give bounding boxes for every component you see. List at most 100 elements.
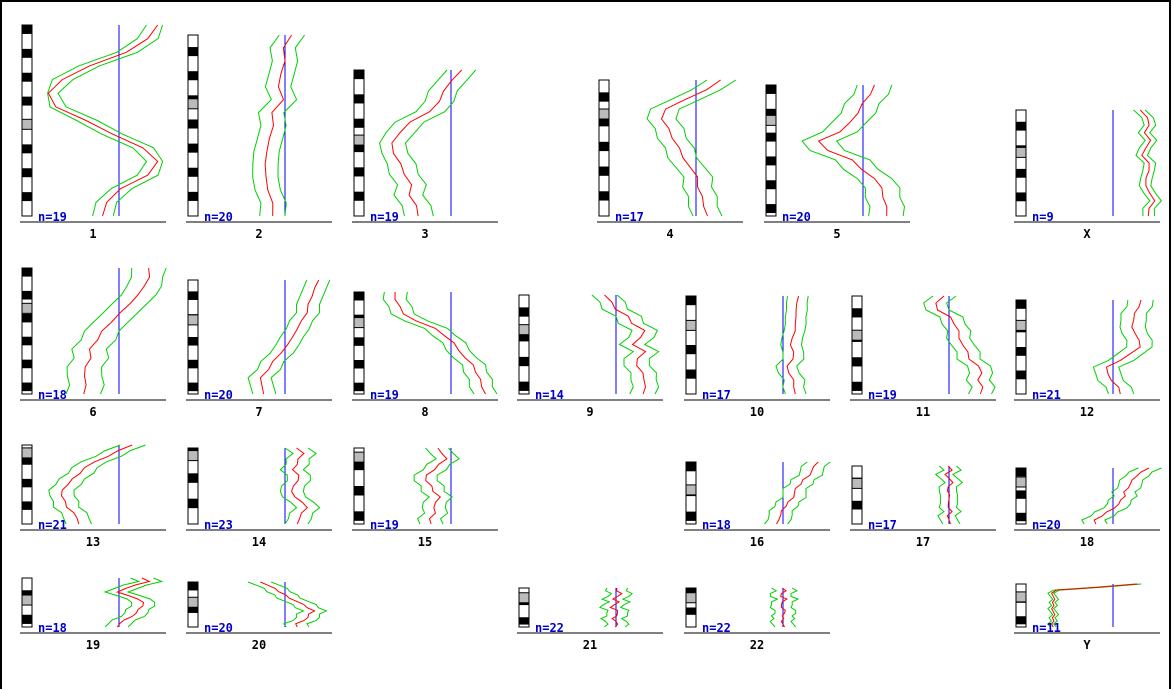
mean-line-14 [291,447,309,525]
chromosome-label-Y: Y [1083,638,1091,652]
lower-band-Y [1047,583,1136,628]
lower-band-19 [103,577,141,628]
ideogram-19 [21,577,33,628]
ideogram-21 [518,587,530,628]
mean-line-17 [944,465,954,525]
upper-band-19 [126,577,164,628]
upper-band-Y [1052,583,1142,628]
mean-line-21 [609,587,623,628]
ideogram-4 [598,79,610,217]
upper-band-2 [277,34,306,217]
upper-band-4 [675,79,737,217]
sample-count-18: n=20 [1032,518,1061,532]
chromosome-label-4: 4 [666,227,673,241]
lower-band-9 [591,294,635,395]
chromosome-panel-20: n=20 20 [186,581,332,652]
ideogram-9 [518,294,530,395]
chromosome-label-6: 6 [89,405,96,419]
sample-count-7: n=20 [204,388,233,402]
chromosome-label-1: 1 [89,227,96,241]
sample-count-X: n=9 [1032,210,1054,224]
sample-count-22: n=22 [702,621,731,635]
chromosome-label-18: 18 [1080,535,1094,549]
chromosome-label-7: 7 [255,405,262,419]
mean-line-5 [817,84,888,217]
chromosome-label-21: 21 [583,638,597,652]
sample-count-17: n=17 [868,518,897,532]
mean-line-Y [1050,583,1138,628]
ideogram-Y [1015,583,1027,628]
mean-line-9 [604,294,647,395]
mean-line-2 [264,34,293,217]
sample-count-8: n=19 [370,388,399,402]
ideogram-15 [353,447,365,525]
sample-count-9: n=14 [535,388,564,402]
lower-band-5 [801,84,871,217]
chromosome-panel-7: n=20 7 [186,279,332,419]
ideogram-5 [765,84,777,217]
mean-line-10 [786,295,800,395]
chromosome-label-5: 5 [833,227,840,241]
upper-band-6 [100,267,167,395]
mean-line-6 [83,267,151,395]
lower-band-6 [65,267,133,395]
upper-band-13 [73,444,146,525]
sample-count-11: n=19 [868,388,897,402]
upper-band-12 [1118,299,1154,395]
sample-count-20: n=20 [204,621,233,635]
chromosome-label-11: 11 [916,405,930,419]
upper-band-7 [270,279,331,395]
chromosome-panel-13: n=21 13 [20,444,166,549]
ideogram-12 [1015,299,1027,395]
upper-band-15 [436,447,460,525]
ideogram-14 [187,447,199,525]
chromosome-panel-11: n=19 11 [850,295,996,419]
lower-band-18 [1081,467,1139,525]
sample-count-10: n=17 [702,388,731,402]
mean-line-15 [425,447,448,525]
mean-line-20 [260,581,316,628]
chromosome-panel-19: n=18 19 [20,577,166,652]
chromosome-panel-10: n=17 10 [684,295,830,419]
chromosome-panel-4: n=17 4 [597,79,743,241]
mean-line-13 [60,444,133,525]
chromosome-panel-14: n=23 14 [186,447,332,549]
lower-band-7 [247,279,308,395]
mean-line-12 [1105,299,1142,395]
chromosome-label-2: 2 [255,227,262,241]
upper-band-X [1144,109,1163,217]
mean-line-18 [1093,467,1150,525]
sample-count-14: n=23 [204,518,233,532]
chromosome-panel-22: n=22 22 [684,587,830,652]
lower-band-2 [252,34,280,217]
chromosome-label-22: 22 [750,638,764,652]
chromosome-panel-12: n=21 12 [1014,299,1160,419]
ideogram-X [1015,109,1027,217]
lower-band-13 [48,444,121,525]
lower-band-1 [47,24,148,217]
lower-band-4 [646,79,708,217]
chromosome-panel-21: n=22 21 [517,587,663,652]
mean-line-7 [259,279,320,395]
lower-band-8 [382,291,475,395]
sample-count-21: n=22 [535,621,564,635]
chromosome-label-20: 20 [252,638,266,652]
sample-count-16: n=18 [702,518,731,532]
sample-count-1: n=19 [38,210,67,224]
chromosome-label-15: 15 [418,535,432,549]
mean-line-19 [115,577,151,628]
chromosome-panel-2: n=20 2 [186,34,332,241]
chromosome-label-14: 14 [252,535,266,549]
upper-band-1 [57,24,164,217]
mean-line-22 [780,587,788,628]
chromosome-panel-6: n=18 6 [20,267,167,419]
chromosome-label-X: X [1083,227,1091,241]
chromosome-label-13: 13 [86,535,100,549]
chromosome-label-10: 10 [750,405,764,419]
lower-band-14 [279,447,298,525]
chromosome-label-12: 12 [1080,405,1094,419]
ideogram-20 [187,581,199,628]
mean-line-1 [47,24,159,217]
chromosome-panel-9: n=14 9 [517,294,663,419]
upper-band-22 [790,587,800,628]
